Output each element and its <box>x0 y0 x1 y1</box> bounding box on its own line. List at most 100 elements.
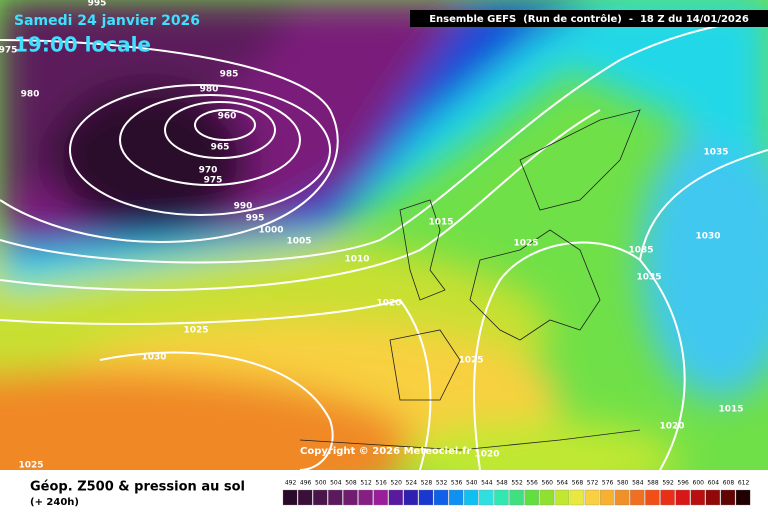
isobar-label: 1005 <box>286 237 311 247</box>
isobar-label: 1030 <box>141 353 166 363</box>
scale-label: 552 <box>511 480 523 487</box>
scale-swatch <box>479 489 494 506</box>
model-info: Ensemble GEFS (Run de contrôle) - 18 Z d… <box>429 13 749 25</box>
scale-swatch <box>584 489 600 506</box>
isobar-label: 965 <box>211 143 230 153</box>
isobar-label: 975 <box>204 176 223 186</box>
isobar-label: 980 <box>21 90 40 100</box>
model-banner <box>410 10 768 27</box>
isobar-label: 1025 <box>18 461 43 471</box>
scale-label: 584 <box>632 480 644 487</box>
scale-label: 576 <box>602 480 614 487</box>
scale-swatch <box>539 489 554 506</box>
scale-label: 528 <box>421 480 433 487</box>
scale-swatch <box>735 489 751 506</box>
scale-label: 556 <box>526 480 538 487</box>
scale-swatch <box>630 489 645 506</box>
copyright: Copyright © 2026 Meteociel.fr <box>300 446 471 457</box>
scale-swatch <box>464 489 479 506</box>
isobar-label: 1015 <box>718 405 743 415</box>
scale-swatch <box>599 489 615 506</box>
scale-swatch <box>343 489 358 506</box>
isobar-label: 1020 <box>376 299 401 309</box>
scale-label: 504 <box>330 480 342 487</box>
forecast-date: Samedi 24 janvier 2026 <box>14 13 200 29</box>
isobar-label: 1025 <box>458 356 483 366</box>
legend-title: Géop. Z500 & pression au sol <box>30 480 245 495</box>
isobar-label: 980 <box>200 85 219 95</box>
scale-label: 508 <box>345 480 357 487</box>
isobar-label: 990 <box>234 202 253 212</box>
isobars <box>0 19 768 470</box>
scale-swatch <box>720 489 736 506</box>
scale-label: 588 <box>647 480 659 487</box>
scale-swatch <box>645 489 660 506</box>
isobar-label: 1035 <box>628 246 653 256</box>
isobar-label: 1010 <box>344 255 369 265</box>
scale-swatch <box>660 489 675 506</box>
isobar-label: 1025 <box>513 239 538 249</box>
scale-label: 580 <box>617 480 629 487</box>
scale-swatch <box>388 489 403 506</box>
scale-swatch <box>615 489 630 506</box>
isobar-label: 1035 <box>636 273 661 283</box>
scale-label: 608 <box>723 480 735 487</box>
legend-lead: (+ 240h) <box>30 497 79 508</box>
scale-swatch <box>494 489 509 506</box>
scale-swatch <box>690 489 705 506</box>
scale-swatch <box>448 489 464 506</box>
isobar-label: 1015 <box>428 218 453 228</box>
scale-swatch <box>675 489 690 506</box>
scale-swatch <box>358 489 373 506</box>
scale-swatch <box>433 489 449 506</box>
scale-swatch <box>509 489 524 506</box>
scale-label: 516 <box>375 480 387 487</box>
scale-label: 572 <box>587 480 599 487</box>
scale-label: 596 <box>677 480 689 487</box>
scale-label: 520 <box>391 480 403 487</box>
scale-label: 500 <box>315 480 327 487</box>
scale-label: 524 <box>406 480 418 487</box>
scale-swatch <box>418 489 434 506</box>
scale-swatch <box>705 489 721 506</box>
scale-label: 544 <box>481 480 493 487</box>
scale-swatch <box>297 489 313 506</box>
scale-swatch <box>554 489 570 506</box>
forecast-time: 19:00 locale <box>14 33 151 57</box>
scale-swatch <box>569 489 585 506</box>
scale-label: 492 <box>285 480 297 487</box>
isobar-label: 1035 <box>703 148 728 158</box>
coastlines <box>299 109 641 451</box>
isobar-label: 1020 <box>659 422 684 432</box>
scale-swatch <box>328 489 343 506</box>
isobar-label: 985 <box>220 70 239 80</box>
scale-label: 548 <box>496 480 508 487</box>
scale-swatch <box>403 489 419 506</box>
scale-swatch <box>313 489 328 506</box>
isobar-label: 970 <box>199 166 218 176</box>
scale-label: 560 <box>542 480 554 487</box>
scale-label: 540 <box>466 480 478 487</box>
scale-label: 600 <box>693 480 705 487</box>
scale-label: 568 <box>572 480 584 487</box>
isobar-label: 960 <box>218 112 237 122</box>
isobar-label: 995 <box>246 214 265 224</box>
scale-swatch <box>282 489 298 506</box>
isobar-label: 1030 <box>695 232 720 242</box>
scale-label: 532 <box>436 480 448 487</box>
scale-label: 512 <box>360 480 372 487</box>
isobar-label: 1000 <box>258 226 283 236</box>
scale-swatch <box>524 489 539 506</box>
scale-label: 496 <box>300 480 312 487</box>
scale-label: 564 <box>557 480 569 487</box>
isobar-label: 975 <box>0 46 17 56</box>
scale-label: 536 <box>451 480 463 487</box>
scale-swatch <box>373 489 388 506</box>
isobar-label: 995 <box>88 0 107 9</box>
scale-label: 604 <box>708 480 720 487</box>
scale-label: 612 <box>738 480 750 487</box>
isobar-label: 1020 <box>474 450 499 460</box>
scale-label: 592 <box>662 480 674 487</box>
